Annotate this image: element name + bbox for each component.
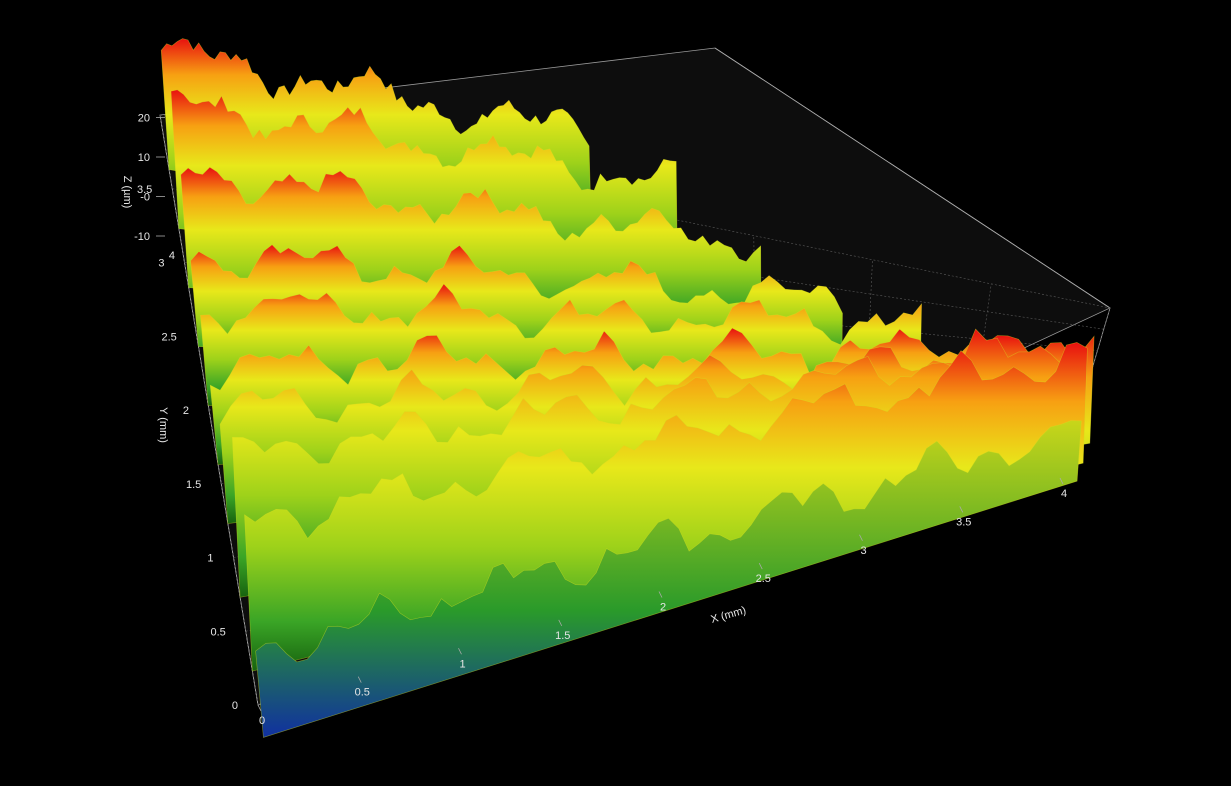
x-tick-label: 3.5 — [956, 516, 971, 528]
x-tick-mark — [357, 676, 362, 683]
x-tick-mark — [658, 591, 663, 598]
y-tick-label: 0 — [232, 700, 238, 712]
x-tick-mark — [257, 704, 262, 712]
z-tick-label: -0 — [140, 192, 150, 204]
y-tick-labels: 0 0.5 1 1.5 2 2.5 3 3.5 4 — [137, 184, 238, 712]
x-tick-label: 1.5 — [555, 630, 570, 642]
y-tick-label: 3 — [158, 258, 164, 270]
x-tick-mark — [558, 619, 563, 627]
z-tick-label: 10 — [138, 152, 150, 164]
y-tick-label: 0.5 — [210, 626, 225, 638]
x-tick-label: 2 — [660, 602, 666, 614]
y-tick-label: 3.5 — [137, 184, 152, 196]
z-tick-label: 20 — [138, 113, 150, 125]
x-tick-label: 2.5 — [756, 573, 771, 585]
y-tick-label: 1.5 — [186, 479, 201, 491]
z-axis-title: Z (µm) — [121, 176, 133, 209]
top-right-edge — [714, 47, 1111, 309]
y-tick-label: 4 — [169, 250, 175, 262]
z-tick-labels: -10 -0 10 20 — [134, 113, 165, 243]
x-tick-label: 0.5 — [355, 687, 370, 699]
y-tick-label: 2 — [183, 405, 189, 417]
surface-ridges — [160, 38, 1095, 738]
x-tick-label: 0 — [259, 715, 265, 727]
x-tick-mark — [758, 562, 763, 570]
x-tick-mark — [1059, 477, 1064, 485]
y-tick-label: 1 — [207, 553, 213, 565]
x-tick-mark — [859, 534, 863, 541]
x-tick-labels: 0 0.5 1 1.5 2 2.5 3 3.5 4 — [257, 477, 1067, 727]
x-tick-label: 1 — [459, 658, 465, 670]
x-tick-mark — [458, 648, 462, 655]
x-tick-label: 3 — [860, 545, 866, 557]
x-axis-title: X (mm) — [710, 604, 748, 625]
y-tick-label: 2.5 — [161, 331, 176, 343]
z-tick-label: -10 — [134, 231, 150, 243]
y-axis-title: Y (mm) — [157, 407, 169, 443]
surface-ridge — [255, 420, 1082, 738]
x-tick-mark — [959, 506, 964, 513]
surface-ridge — [244, 342, 1088, 672]
x-tick-label: 4 — [1061, 488, 1067, 500]
